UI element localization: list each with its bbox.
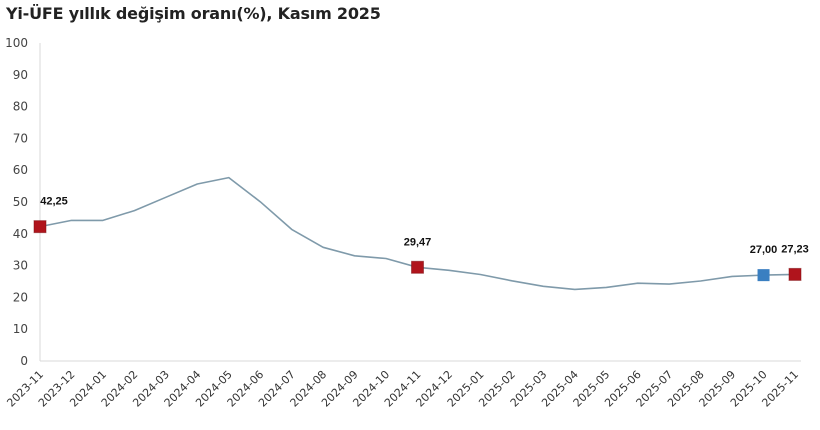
blue-square-marker [757,269,770,282]
y-tick-label: 80 [13,100,28,114]
y-tick-label: 60 [13,163,28,177]
y-tick-label: 90 [13,68,28,82]
data-point-label: 42,25 [40,196,68,208]
data-point-label: 29,47 [404,236,432,248]
y-tick-label: 100 [5,36,28,50]
red-square-marker [411,260,424,274]
y-tick-label: 40 [13,227,28,241]
y-axis: 0 10 20 30 40 50 60 70 80 90 100 [5,36,41,368]
data-point-label: 27,00 [750,244,778,256]
red-square-marker [33,220,47,234]
y-tick-label: 30 [13,259,28,273]
y-tick-label: 10 [13,322,28,336]
y-tick-label: 0 [20,354,28,368]
x-axis: 2023-112023-122024-012024-022024-032024-… [4,360,801,410]
red-square-marker [788,267,802,281]
y-tick-label: 20 [13,290,28,304]
y-tick-label: 50 [13,195,28,209]
chart-title: Yi-ÜFE yıllık değişim oranı(%), Kasım 20… [6,4,381,23]
y-tick-label: 70 [13,131,28,145]
data-point-label: 27,23 [781,243,809,255]
highlight-markers: 42,25 29,47 27,00 27,23 [33,196,809,282]
